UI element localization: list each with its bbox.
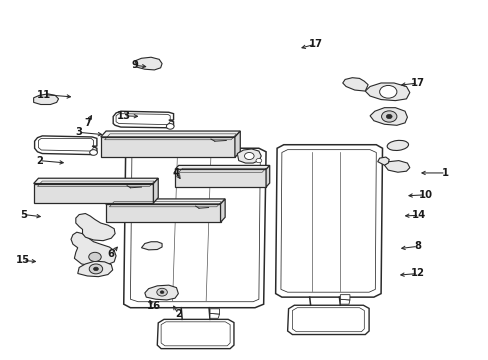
Polygon shape xyxy=(340,299,349,304)
Text: 4: 4 xyxy=(173,168,180,178)
Polygon shape xyxy=(209,313,219,318)
Polygon shape xyxy=(101,131,240,137)
Circle shape xyxy=(157,288,167,296)
Polygon shape xyxy=(34,178,158,184)
Circle shape xyxy=(379,85,396,98)
Polygon shape xyxy=(287,305,368,334)
Polygon shape xyxy=(340,294,349,300)
Polygon shape xyxy=(265,165,269,187)
Polygon shape xyxy=(105,204,220,222)
Polygon shape xyxy=(209,309,219,314)
Polygon shape xyxy=(237,149,261,163)
Text: 12: 12 xyxy=(410,269,424,279)
Polygon shape xyxy=(34,184,153,203)
Circle shape xyxy=(381,111,396,122)
Text: 2: 2 xyxy=(36,156,43,166)
Polygon shape xyxy=(144,285,178,300)
Polygon shape xyxy=(342,78,367,91)
Polygon shape xyxy=(123,148,265,308)
Polygon shape xyxy=(234,131,240,157)
Polygon shape xyxy=(78,261,112,277)
Polygon shape xyxy=(105,199,224,204)
Polygon shape xyxy=(377,157,388,165)
Text: 7: 7 xyxy=(84,118,91,128)
Polygon shape xyxy=(365,83,409,100)
Text: 6: 6 xyxy=(107,249,115,259)
Circle shape xyxy=(256,158,261,163)
Polygon shape xyxy=(369,108,407,125)
Polygon shape xyxy=(34,94,59,104)
Text: 15: 15 xyxy=(16,256,30,265)
Circle shape xyxy=(386,114,391,118)
Polygon shape xyxy=(275,145,382,297)
Text: 17: 17 xyxy=(410,78,424,88)
Text: 10: 10 xyxy=(418,190,432,200)
Circle shape xyxy=(89,252,101,261)
Polygon shape xyxy=(101,137,234,157)
Text: 9: 9 xyxy=(132,60,139,70)
Polygon shape xyxy=(384,161,409,172)
Text: 14: 14 xyxy=(411,210,426,220)
Text: 5: 5 xyxy=(20,210,27,220)
Circle shape xyxy=(244,153,254,159)
Polygon shape xyxy=(76,213,115,241)
Text: 17: 17 xyxy=(308,39,322,49)
Text: 16: 16 xyxy=(146,301,160,311)
Text: 3: 3 xyxy=(76,127,82,138)
Text: 2: 2 xyxy=(175,309,182,319)
Text: 13: 13 xyxy=(117,111,130,121)
Polygon shape xyxy=(153,178,158,203)
Polygon shape xyxy=(141,242,162,250)
Ellipse shape xyxy=(386,140,407,150)
Text: 8: 8 xyxy=(414,241,421,251)
Polygon shape xyxy=(157,319,233,348)
Text: 1: 1 xyxy=(441,168,448,178)
Polygon shape xyxy=(175,170,265,187)
Circle shape xyxy=(93,267,98,271)
Circle shape xyxy=(160,291,163,294)
Circle shape xyxy=(89,150,97,155)
Polygon shape xyxy=(220,199,224,222)
Polygon shape xyxy=(175,165,269,170)
Circle shape xyxy=(89,264,102,274)
Polygon shape xyxy=(71,232,116,266)
Circle shape xyxy=(166,123,174,129)
Text: 11: 11 xyxy=(37,90,51,100)
Polygon shape xyxy=(135,57,162,70)
